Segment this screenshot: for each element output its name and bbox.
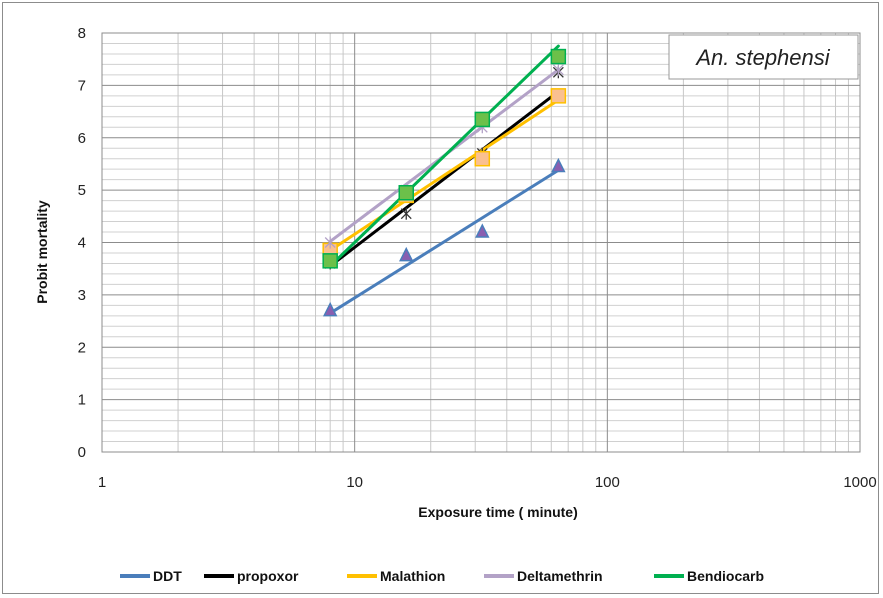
y-tick-label: 2: [78, 339, 86, 356]
legend-item-ddt: DDT: [120, 568, 182, 584]
marker-deltamethrin: [552, 63, 564, 76]
legend-label: Malathion: [380, 568, 445, 584]
y-tick-label: 0: [78, 444, 86, 461]
marker-deltamethrin: [324, 236, 336, 249]
data-markers: [322, 48, 567, 317]
y-tick-label: 7: [78, 77, 86, 94]
x-tick-label: 1: [98, 474, 106, 491]
y-tick-label: 3: [78, 287, 86, 304]
trend-line-ddt: [328, 168, 560, 315]
y-tick-label: 6: [78, 130, 86, 147]
marker-propoxor: [400, 207, 412, 220]
y-tick-label: 8: [78, 25, 86, 42]
plot-area: [101, 32, 861, 453]
legend-item-malathion: Malathion: [347, 568, 445, 584]
marker-malathion: [474, 150, 491, 167]
marker-ddt: [475, 223, 490, 238]
trend-lines: [328, 44, 560, 315]
marker-bendiocarb: [550, 48, 567, 65]
marker-ddt: [322, 301, 338, 317]
trend-line-malathion: [328, 98, 560, 252]
chart-title: An. stephensi: [694, 45, 830, 70]
y-tick-label: 1: [78, 392, 86, 409]
legend-item-propoxor: propoxor: [204, 568, 299, 584]
legend-label: Bendiocarb: [687, 568, 764, 584]
legend-item-deltamethrin: Deltamethrin: [484, 568, 603, 584]
legend-label: DDT: [153, 568, 182, 584]
legend-label: propoxor: [237, 568, 299, 584]
legend-label: Deltamethrin: [517, 568, 603, 584]
x-axis-title: Exposure time ( minute): [418, 504, 577, 520]
x-tick-label: 10: [346, 474, 363, 491]
x-tick-label: 1000: [843, 474, 876, 491]
y-axis-title: Probit mortality: [34, 200, 50, 304]
marker-ddt: [399, 246, 414, 262]
y-axis-ticks: 0 1 2 3 4 5 6 7 8: [78, 25, 86, 461]
trend-line-bendiocarb: [328, 44, 560, 268]
legend-item-bendiocarb: Bendiocarb: [654, 568, 764, 584]
x-tick-label: 100: [595, 474, 620, 491]
y-tick-label: 5: [78, 182, 86, 199]
marker-ddt: [551, 157, 566, 173]
trend-line-propoxor: [328, 95, 553, 268]
marker-bendiocarb: [398, 184, 414, 201]
y-tick-label: 4: [78, 235, 86, 252]
marker-malathion: [550, 88, 567, 104]
marker-bendiocarb: [322, 253, 338, 269]
x-axis-ticks: 1 10 100 1000: [98, 474, 877, 491]
marker-bendiocarb: [474, 111, 491, 128]
title-box: An. stephensi: [668, 34, 859, 80]
legend: DDT propoxor Malathion Deltamethrin Bendioca…: [120, 568, 764, 584]
